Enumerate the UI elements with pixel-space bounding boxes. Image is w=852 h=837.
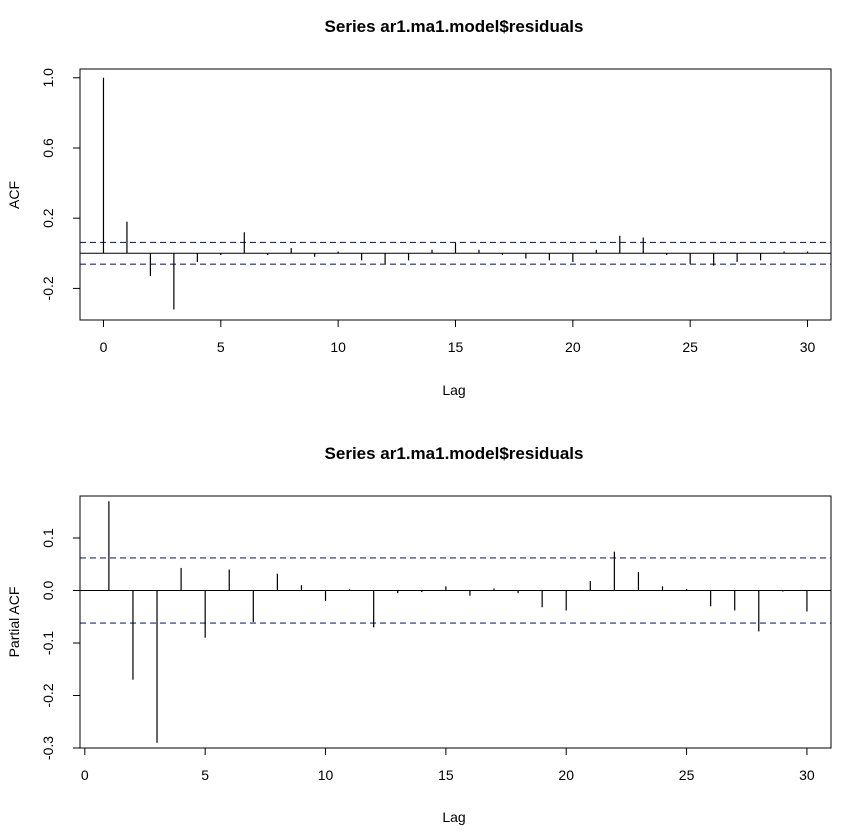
pacf-bars	[108, 501, 808, 743]
pacf-y-axis-label: Partial ACF	[6, 587, 22, 658]
acf-x-tick-label-20: 20	[565, 339, 581, 355]
acf-x-tick-label-25: 25	[682, 339, 698, 355]
acf-y-tick-label-2: 0.6	[40, 138, 56, 158]
pacf-y-axis: -0.3 -0.2 -0.1 0.0 0.1	[40, 528, 81, 760]
acf-x-tick-label-30: 30	[800, 339, 816, 355]
acf-x-tick-label-0: 0	[100, 339, 108, 355]
acf-y-tick-label-3: 1.0	[40, 68, 56, 88]
acf-x-axis: 0 5 10 15 20 25 30	[100, 319, 816, 355]
pacf-x-tick-label-15: 15	[438, 767, 454, 783]
acf-y-axis-label: ACF	[6, 181, 22, 209]
acf-chart-title: Series ar1.ma1.model$residuals	[325, 17, 584, 36]
pacf-x-tick-label-10: 10	[318, 767, 334, 783]
acf-x-tick-label-15: 15	[448, 339, 464, 355]
acf-bars	[102, 77, 809, 310]
pacf-y-tick-label-4: 0.1	[40, 528, 56, 548]
pacf-y-tick-label-3: 0.0	[40, 581, 56, 601]
pacf-y-tick-label-1: -0.2	[40, 683, 56, 707]
acf-x-axis-label: Lag	[442, 382, 465, 398]
pacf-chart-title: Series ar1.ma1.model$residuals	[325, 444, 584, 463]
pacf-y-tick-label-0: -0.3	[40, 736, 56, 760]
pacf-x-tick-label-30: 30	[799, 767, 815, 783]
acf-plot-frame	[79, 68, 832, 321]
acf-y-tick-label-0: -0.2	[40, 276, 56, 300]
pacf-x-tick-label-20: 20	[558, 767, 574, 783]
acf-panel: Series ar1.ma1.model$residuals 0 5 10 15 20 2…	[6, 17, 832, 398]
acf-x-tick-label-10: 10	[330, 339, 346, 355]
acf-confidence-band	[80, 241, 831, 265]
pacf-x-axis-label: Lag	[442, 809, 465, 825]
acf-x-tick-label-5: 5	[217, 339, 225, 355]
pacf-x-tick-label-0: 0	[81, 767, 89, 783]
pacf-plot-frame	[79, 495, 832, 749]
pacf-x-tick-label-25: 25	[679, 767, 695, 783]
pacf-x-axis: 0 5 10 15 20 25 30	[81, 747, 815, 783]
pacf-x-tick-label-5: 5	[201, 767, 209, 783]
pacf-panel: Series ar1.ma1.model$residuals 0 5 10 15 20 2…	[6, 444, 832, 825]
acf-y-tick-label-1: 0.2	[40, 208, 56, 228]
pacf-y-tick-label-2: -0.1	[40, 631, 56, 655]
acf-y-axis: -0.2 0.2 0.6 1.0	[40, 68, 81, 300]
